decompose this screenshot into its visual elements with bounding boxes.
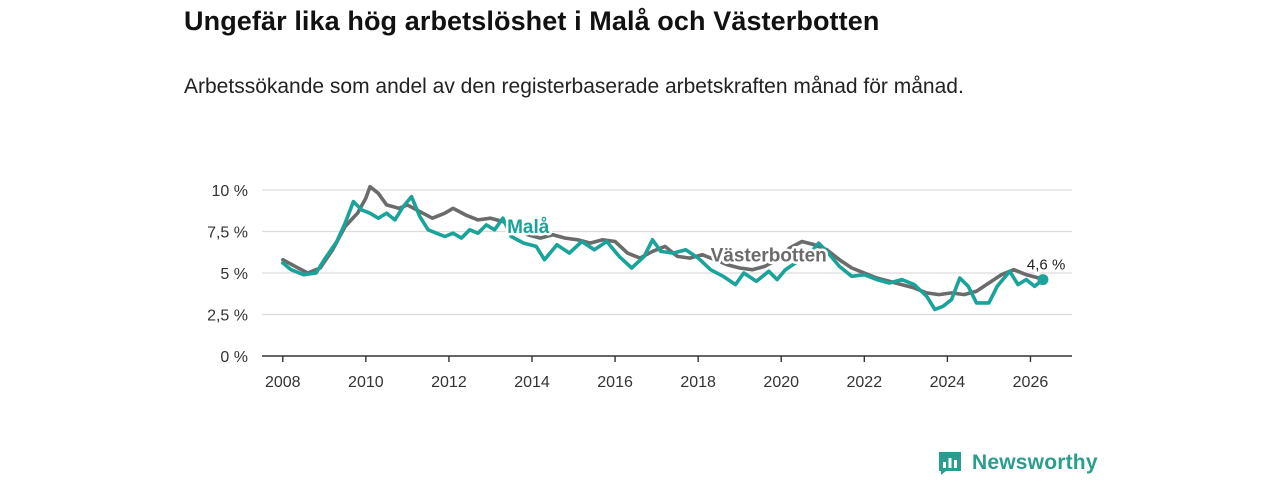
y-tick-label: 0 % — [220, 349, 248, 366]
newsworthy-logo-text: Newsworthy — [972, 451, 1098, 474]
y-tick-label: 10 % — [212, 183, 248, 200]
x-tick-label: 2024 — [930, 374, 966, 391]
series-end-label: 4,6 % — [1027, 257, 1065, 274]
x-tick-label: 2022 — [847, 374, 883, 391]
x-tick-label: 2018 — [680, 374, 716, 391]
series-line-v-sterbotten — [281, 184, 1041, 297]
x-tick-label: 2010 — [348, 374, 384, 391]
chart-subtitle: Arbetssökande som andel av den registerb… — [184, 75, 964, 98]
series-label-mala-halo: Malå — [507, 217, 550, 238]
y-tick-label: 7,5 % — [207, 225, 248, 242]
series-label-vasterbotten-halo: Västerbotten — [711, 245, 827, 266]
x-tick-label: 2012 — [431, 374, 467, 391]
x-tick-label: 2014 — [514, 374, 550, 391]
series-label-mala: Malå — [507, 217, 550, 238]
y-tick-label: 5 % — [220, 266, 248, 283]
series-line-mal- — [281, 194, 1045, 312]
series-end-dot — [1037, 274, 1049, 286]
newsworthy-logo[interactable]: Newsworthy — [936, 448, 1098, 478]
series-end-label-halo: 4,6 % — [1027, 257, 1065, 274]
series-label-vasterbotten: Västerbotten — [711, 245, 827, 266]
y-axis-ticks: 0 % 2,5 % 5 % 7,5 % 10 % — [207, 183, 248, 366]
chart-title: Ungefär lika hög arbetslöshet i Malå och… — [184, 6, 880, 36]
grid-lines — [262, 189, 1072, 316]
series-lines — [281, 184, 1045, 312]
x-tick-label: 2008 — [265, 374, 301, 391]
x-tick-label: 2026 — [1013, 374, 1049, 391]
line-chart: 0 % 2,5 % 5 % 7,5 % 10 % 2008 2010 2012 2014 201… — [207, 183, 1072, 391]
x-tick-label: 2020 — [763, 374, 799, 391]
x-tick-label: 2016 — [597, 374, 633, 391]
x-axis: 2008 2010 2012 2014 2016 2018 2020 2022 2024 2026 — [262, 355, 1072, 391]
newsworthy-logo-icon — [939, 452, 961, 475]
y-tick-label: 2,5 % — [207, 308, 248, 325]
